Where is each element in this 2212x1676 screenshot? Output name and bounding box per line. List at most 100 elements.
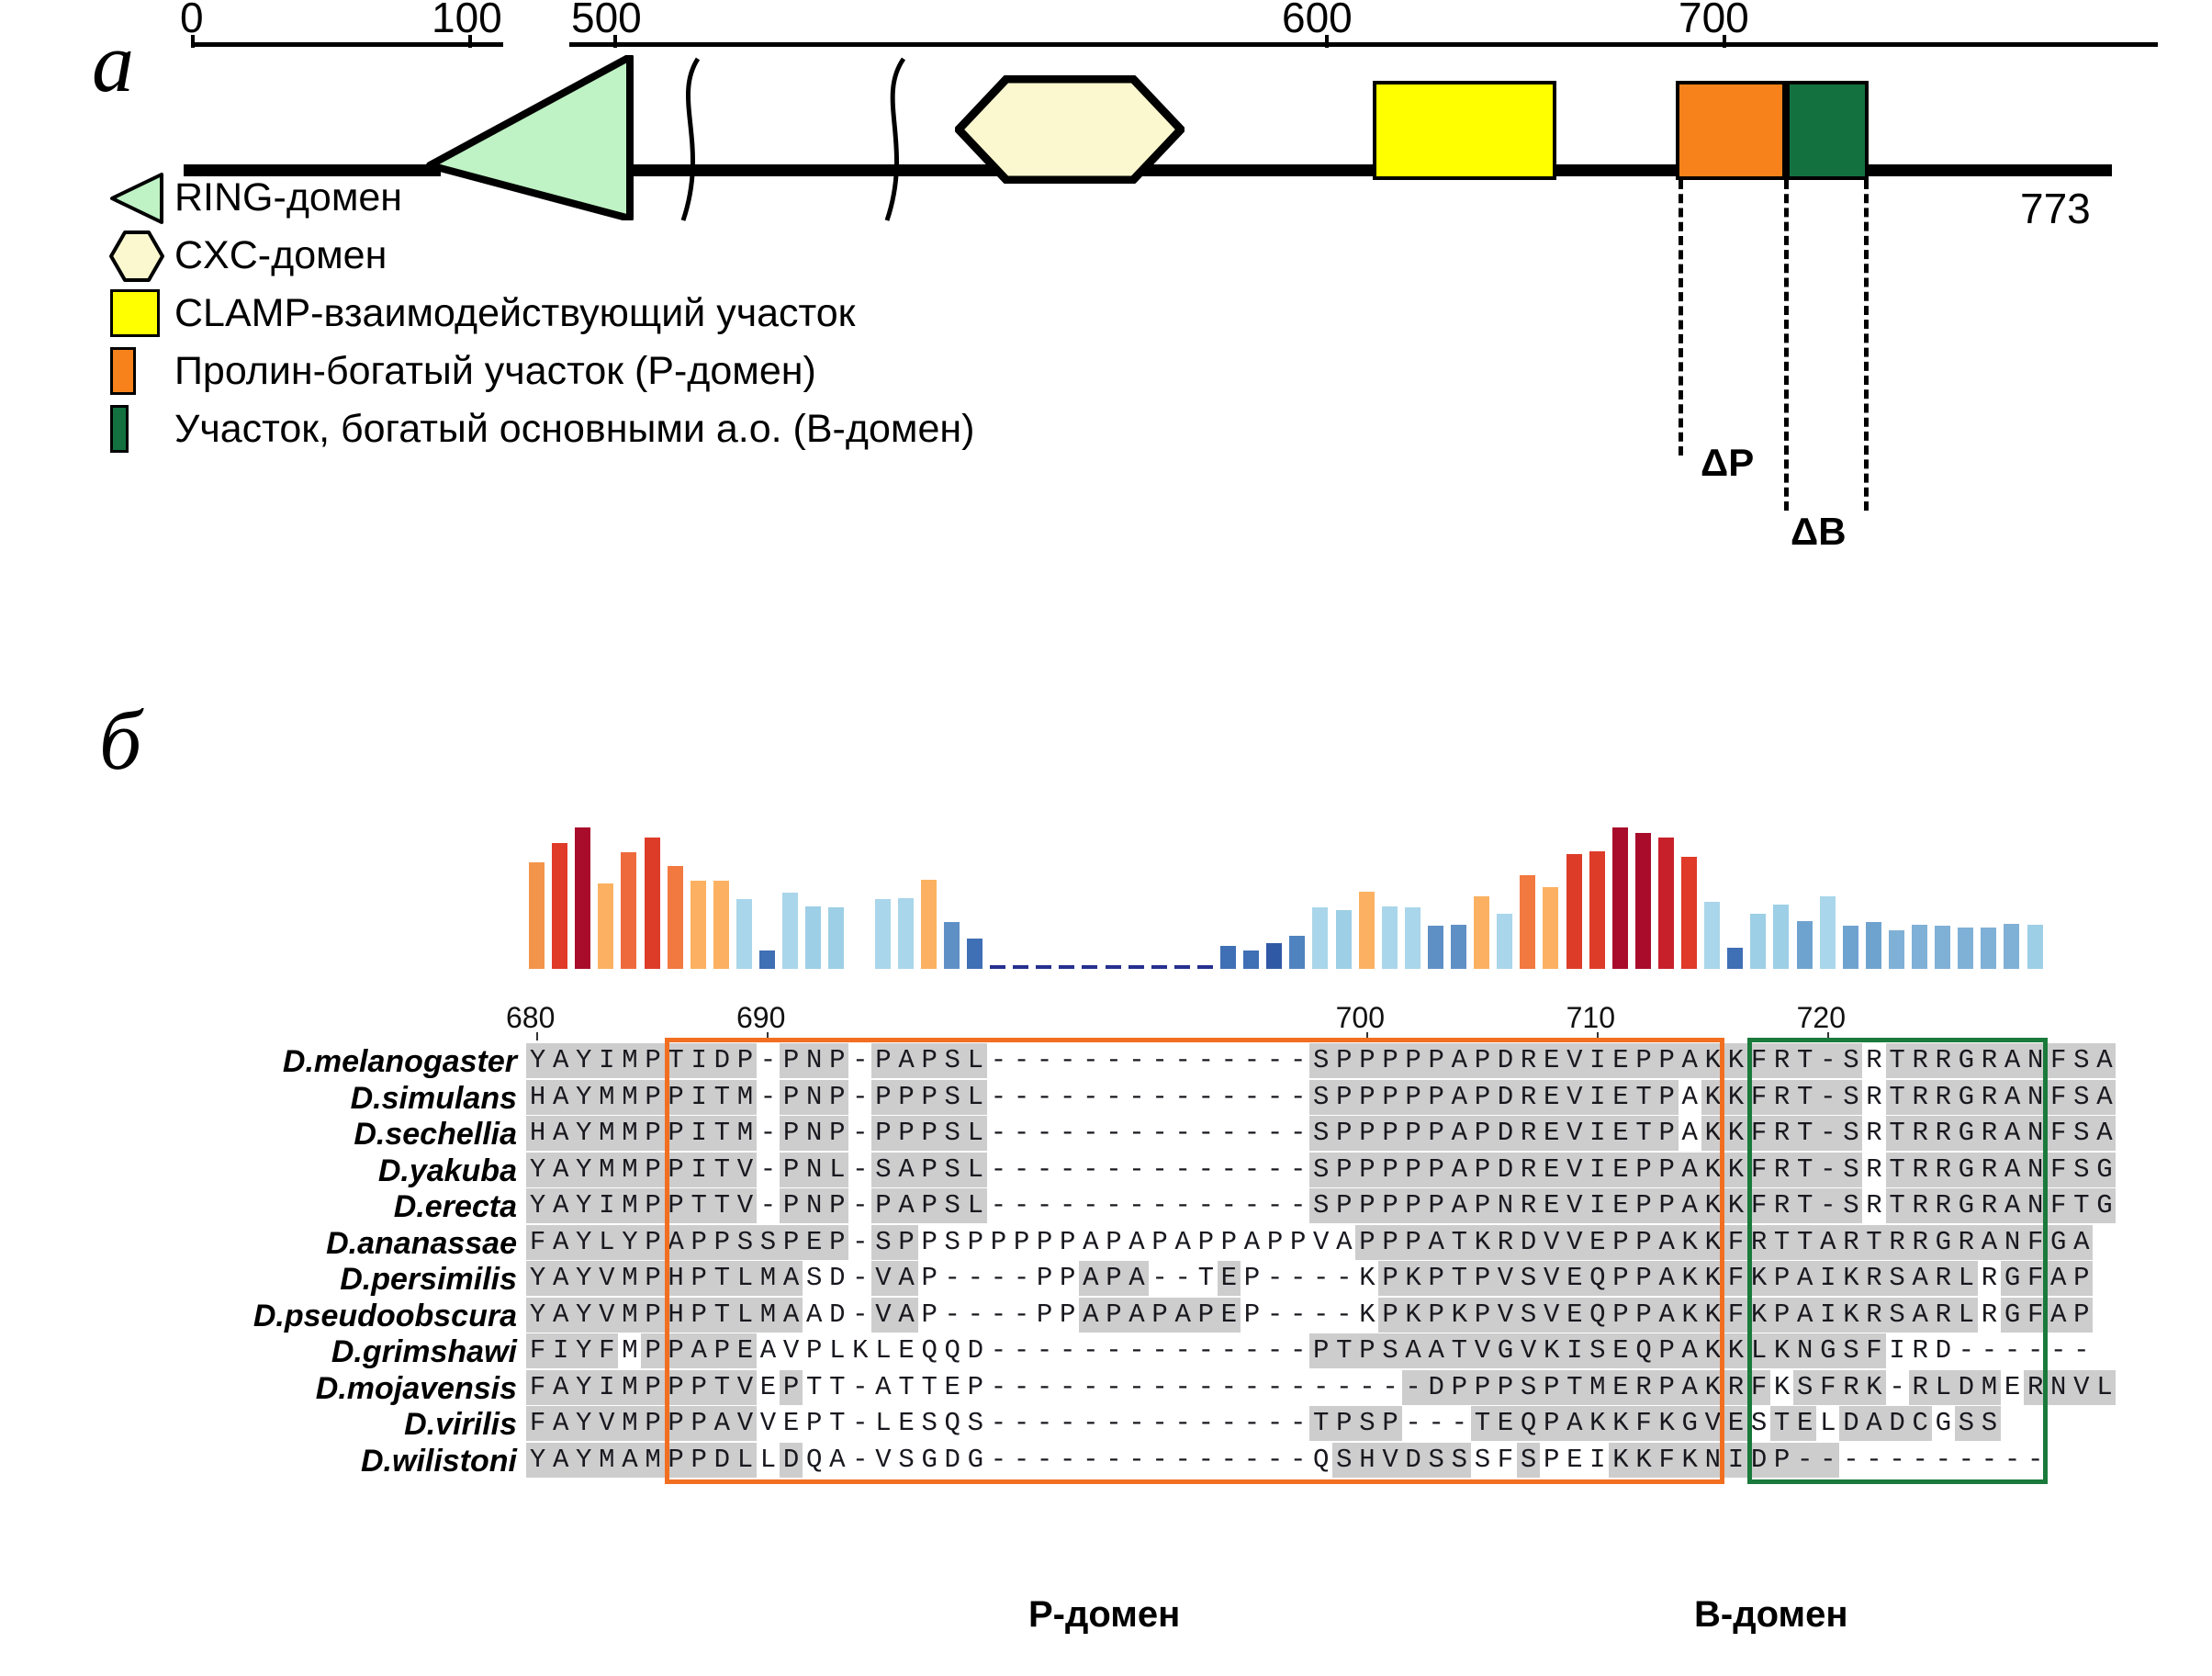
residue-cell: A: [2001, 1116, 2025, 1151]
residue-cell: P: [1424, 1297, 1448, 1333]
residue-cell: A: [759, 1335, 777, 1366]
residue-cell: E: [803, 1224, 826, 1260]
residue-cell: T: [710, 1369, 734, 1405]
residue-cell: S: [940, 1152, 964, 1187]
residue-cell: D: [1517, 1224, 1541, 1260]
residue-cell: G: [1954, 1079, 1978, 1115]
residue-cell: A: [1678, 1369, 1701, 1405]
residue-cell: P: [1355, 1333, 1379, 1368]
residue-cell: V: [733, 1188, 757, 1223]
residue-cell: -: [1289, 1299, 1307, 1330]
delta-p-label: ΔP: [1701, 441, 1755, 484]
residue-cell: I: [687, 1152, 711, 1187]
residue-cell: P: [1540, 1406, 1564, 1441]
ruler-position-label: 690: [736, 1001, 786, 1034]
species-label: D.erecta: [393, 1189, 517, 1224]
residue-cell: F: [1497, 1444, 1514, 1475]
residue-cell: A: [894, 1152, 918, 1187]
residue-cell: M: [733, 1079, 757, 1115]
conservation-bar: [1543, 887, 1559, 969]
conservation-bar: [1128, 965, 1144, 969]
residue-cell: -: [1793, 1442, 1817, 1478]
residue-cell: T: [1332, 1333, 1356, 1368]
residue-cell: P: [1401, 1116, 1425, 1151]
residue-cell: -: [1128, 1118, 1145, 1148]
residue-cell: R: [1866, 1190, 1882, 1220]
residue-cell: G: [1954, 1188, 1978, 1223]
residue-cell: R: [1862, 1261, 1886, 1296]
conservation-bar: [1497, 914, 1513, 969]
residue-cell: -: [1243, 1081, 1261, 1112]
conservation-bar: [1404, 907, 1420, 969]
residue-cell: -: [1174, 1190, 1191, 1220]
residue-cell: A: [1336, 1226, 1353, 1257]
residue-cell: P: [1770, 1442, 1794, 1478]
residue-cell: I: [1586, 1116, 1610, 1151]
conservation-bar: [1474, 896, 1490, 969]
residue-cell: -: [1151, 1045, 1168, 1075]
conservation-bar: [735, 899, 752, 969]
residue-cell: P: [1151, 1226, 1168, 1257]
residue-cell: -: [990, 1190, 1007, 1220]
residue-cell: F: [2047, 1043, 2071, 1078]
residue-cell: A: [549, 1261, 573, 1296]
residue-cell: -: [1843, 1444, 1859, 1475]
residue-cell: -: [1036, 1190, 1053, 1220]
residue-cell: M: [595, 1079, 619, 1115]
conservation-bar: [1381, 905, 1398, 969]
residue-cell: -: [852, 1081, 869, 1112]
residue-cell: V: [782, 1335, 800, 1366]
residue-cell: D: [780, 1442, 803, 1478]
residue-cell: A: [549, 1152, 573, 1187]
residue-cell: -: [1128, 1371, 1145, 1402]
residue-cell: -: [1013, 1371, 1030, 1402]
residue-cell: G: [1678, 1406, 1701, 1441]
residue-cell: -: [852, 1153, 869, 1185]
residue-cell: H: [1355, 1442, 1379, 1478]
residue-cell: P: [1355, 1152, 1379, 1187]
residue-cell: P: [871, 1043, 895, 1078]
residue-cell: -: [1405, 1408, 1421, 1438]
conservation-bar: [1243, 950, 1260, 969]
residue-cell: A: [2093, 1116, 2117, 1151]
residue-cell: Q: [805, 1444, 823, 1475]
residue-cell: P: [1470, 1152, 1494, 1187]
residue-cell: F: [1724, 1297, 1747, 1333]
residue-cell: G: [1954, 1116, 1978, 1151]
clamp-region-icon: [108, 287, 165, 341]
residue-cell: S: [1309, 1152, 1333, 1187]
residue-cell: P: [1447, 1369, 1471, 1405]
conservation-bar: [2004, 923, 2020, 969]
residue-cell: F: [1724, 1224, 1747, 1260]
residue-cell: P: [1632, 1152, 1656, 1187]
residue-cell: A: [875, 1371, 892, 1402]
residue-cell: P: [1401, 1224, 1425, 1260]
residue-cell: S: [1793, 1369, 1817, 1405]
residue-cell: -: [1083, 1045, 1099, 1075]
residue-cell: -: [2004, 1335, 2021, 1366]
residue-cell: E: [1493, 1406, 1518, 1441]
residue-cell: -: [1106, 1190, 1122, 1220]
residue-cell: P: [1332, 1152, 1356, 1187]
residue-cell: G: [1931, 1224, 1955, 1260]
residue-cell: P: [1355, 1043, 1379, 1078]
species-label: D.wilistoni: [361, 1443, 517, 1479]
residue-cell: -: [1106, 1081, 1122, 1112]
residue-cell: -: [1220, 1190, 1238, 1220]
residue-cell: I: [1724, 1442, 1747, 1478]
ruler-tick-0: [191, 35, 195, 48]
residue-cell: L: [825, 1152, 849, 1187]
conservation-bar: [782, 893, 799, 969]
residue-cell: -: [1243, 1190, 1261, 1220]
species-label: D.yakuba: [377, 1153, 517, 1188]
species-label: D.melanogaster: [282, 1044, 517, 1079]
residue-cell: P: [1102, 1261, 1126, 1296]
residue-cell: -: [1266, 1153, 1284, 1185]
residue-cell: Q: [1586, 1297, 1610, 1333]
residue-cell: S: [967, 1408, 984, 1438]
residue-cell: P: [1355, 1224, 1379, 1260]
residue-cell: -: [759, 1081, 777, 1112]
residue-cell: K: [1359, 1299, 1375, 1330]
